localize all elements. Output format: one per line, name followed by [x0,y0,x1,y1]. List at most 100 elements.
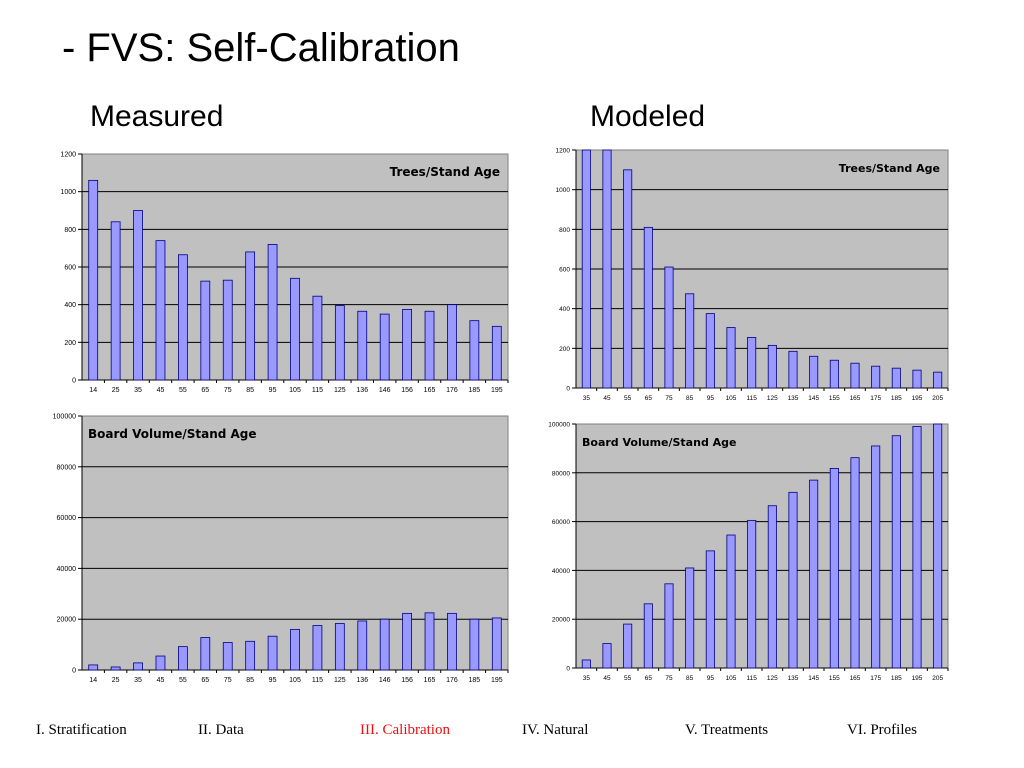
x-tick-label: 25 [112,677,120,684]
x-tick-label: 85 [686,395,694,402]
plot-area [575,423,949,669]
bar [312,625,323,671]
x-tick-label: 75 [665,395,673,402]
bar [379,618,390,671]
nav-natural[interactable]: IV. Natural [522,722,589,738]
bar [312,295,323,381]
bar [829,359,839,389]
bottom-navigation: I. Stratification II. Data III. Calibrat… [0,722,1024,746]
y-tick-label: 600 [64,265,76,272]
bar [685,293,695,389]
x-tick-label: 125 [334,677,346,684]
bar [357,620,368,671]
page-title: - FVS: Self-Calibration [62,26,460,70]
x-tick-label: 155 [829,675,840,682]
x-tick-label: 156 [401,387,413,394]
bar [767,505,777,669]
x-tick-label: 25 [112,387,120,394]
x-tick-label: 55 [179,677,187,684]
x-tick-label: 136 [356,387,368,394]
bar [912,369,922,389]
x-tick-label: 95 [269,387,277,394]
bar [222,279,233,381]
x-tick-label: 35 [583,675,591,682]
chart-annotation: Trees/Stand Age [390,165,500,179]
x-tick-label: 55 [624,675,632,682]
bar [726,534,736,669]
y-tick-label: 40000 [552,568,570,575]
modeled-board-volume-chart: 0 20000 40000 60000 80000 100000 35 45 55 65 75 85 9… [548,422,949,682]
bar [200,637,211,671]
measured-column-heading: Measured [90,100,224,133]
x-tick-label: 95 [269,677,277,684]
nav-stratification[interactable]: I. Stratification [36,722,127,738]
bar [290,277,300,381]
x-tick-label: 175 [870,395,881,402]
x-tick-label: 105 [726,675,737,682]
modeled-trees-chart: 0 200 400 600 800 1000 1200 35 45 55 65 75 85 95 105 11… [556,148,949,402]
bar [767,344,777,389]
x-tick-label: 75 [224,677,232,684]
nav-data[interactable]: II. Data [198,722,244,738]
bar [705,550,715,669]
bar [155,655,166,671]
y-tick-label: 0 [72,668,76,675]
bar [705,313,715,389]
x-tick-label: 185 [891,395,902,402]
bar [829,468,839,669]
bar [110,666,121,671]
x-tick-label: 195 [912,675,923,682]
bar [581,659,591,669]
x-tick-label: 185 [891,675,902,682]
bar [581,149,591,389]
bar [623,169,633,389]
x-tick-label: 35 [583,395,591,402]
x-tick-label: 75 [665,675,673,682]
nav-treatments[interactable]: V. Treatments [685,722,769,738]
nav-calibration[interactable]: III. Calibration [360,722,450,738]
bar [871,445,881,669]
y-tick-label: 100000 [548,422,570,429]
bar [747,519,757,669]
bar [788,350,798,389]
bar [602,149,612,389]
x-tick-label: 55 [179,387,187,394]
bar [110,221,121,381]
x-tick-label: 105 [289,387,301,394]
bar [133,210,143,381]
x-tick-label: 185 [469,387,481,394]
x-tick-label: 156 [401,677,413,684]
nav-profiles[interactable]: VI. Profiles [847,722,917,738]
x-tick-label: 65 [201,677,209,684]
y-tick-label: 200 [559,346,570,353]
y-tick-label: 1200 [60,152,76,159]
y-tick-label: 60000 [57,515,77,522]
y-tick-label: 80000 [552,470,570,477]
x-tick-label: 195 [491,677,503,684]
x-tick-label: 185 [469,677,481,684]
bar [155,240,166,381]
chart-annotation: Trees/Stand Age [839,162,940,175]
bar [133,662,143,671]
x-tick-label: 45 [603,675,611,682]
bar [664,583,674,669]
bar [447,304,457,381]
bar [245,640,256,671]
bar [685,567,695,669]
x-tick-label: 65 [645,675,653,682]
bar [245,251,256,381]
bar [424,612,435,671]
bar [334,623,345,671]
bar [664,266,674,389]
y-tick-label: 0 [566,386,570,393]
x-tick-label: 145 [808,395,819,402]
bar [623,623,633,669]
x-tick-label: 175 [870,675,881,682]
x-tick-label: 115 [746,675,757,682]
plot-area [81,415,509,671]
x-tick-label: 85 [246,677,254,684]
x-tick-label: 176 [446,677,458,684]
x-tick-label: 115 [312,387,323,394]
x-tick-label: 165 [424,677,436,684]
y-tick-label: 800 [559,227,570,234]
